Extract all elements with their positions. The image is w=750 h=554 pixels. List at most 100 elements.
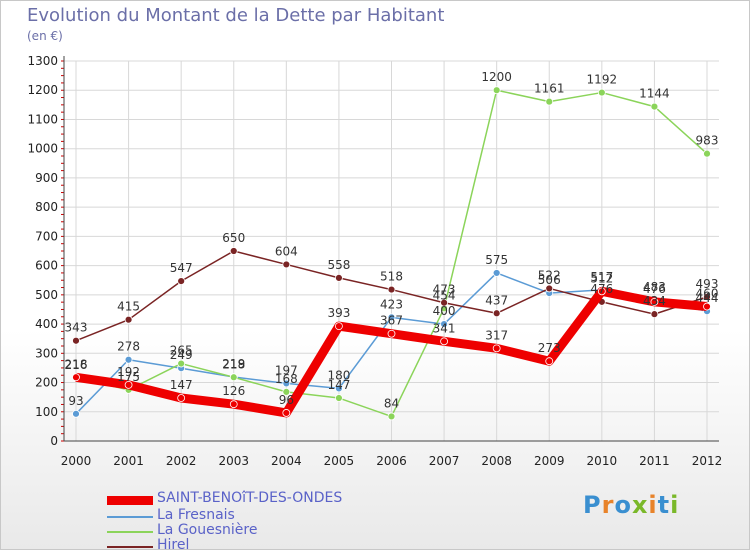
x-tick-label: 2003 — [218, 454, 249, 468]
logo-letter: t — [657, 491, 671, 519]
data-point — [387, 412, 396, 421]
data-label: 512 — [590, 271, 613, 285]
legend-label: Hirel — [157, 537, 190, 553]
data-label: 168 — [275, 372, 298, 386]
x-tick-label: 2011 — [639, 454, 670, 468]
x-tick-label: 2012 — [692, 454, 723, 468]
data-label: 434 — [643, 294, 666, 308]
x-tick-label: 2006 — [376, 454, 407, 468]
y-tick-label: 100 — [35, 405, 58, 419]
data-point — [545, 284, 554, 293]
data-label: 454 — [433, 288, 456, 302]
data-label: 1161 — [534, 82, 565, 96]
data-label: 483 — [643, 280, 666, 294]
x-tick-label: 2001 — [113, 454, 144, 468]
data-label: 473 — [433, 283, 456, 297]
data-point — [440, 337, 448, 346]
data-label: 219 — [222, 357, 245, 371]
data-point — [335, 322, 343, 331]
data-point — [124, 315, 133, 324]
data-label: 218 — [65, 357, 88, 371]
data-point — [282, 379, 291, 388]
data-point — [703, 292, 711, 301]
data-point — [387, 313, 396, 322]
data-label: 493 — [696, 277, 719, 291]
legend-swatch — [107, 516, 153, 518]
x-tick-label: 2010 — [587, 454, 618, 468]
data-label: 415 — [117, 300, 140, 314]
data-label: 393 — [327, 306, 350, 320]
data-point — [282, 387, 291, 396]
data-point — [229, 373, 238, 382]
data-point — [650, 297, 659, 306]
data-point — [282, 409, 291, 417]
data-point — [177, 277, 186, 286]
x-tick-label: 2008 — [481, 454, 512, 468]
data-label: 126 — [222, 384, 245, 398]
x-tick-label: 2000 — [61, 454, 92, 468]
data-label: 197 — [275, 363, 298, 377]
logo-letter: r — [601, 491, 615, 519]
y-tick-label: 600 — [35, 259, 58, 273]
data-point — [335, 394, 343, 402]
data-label: 1200 — [481, 70, 512, 84]
data-point — [387, 285, 396, 294]
data-label: 84 — [384, 396, 399, 410]
data-point — [229, 400, 238, 409]
logo-letter: P — [583, 491, 602, 519]
y-tick-label: 400 — [35, 317, 58, 331]
data-point — [650, 310, 659, 319]
x-tick-label: 2007 — [429, 454, 460, 468]
logo-letter: i — [648, 491, 658, 519]
x-tick-label: 2002 — [166, 454, 197, 468]
y-tick-label: 1000 — [27, 142, 58, 156]
y-tick-label: 1100 — [27, 112, 58, 126]
data-label: 341 — [433, 321, 456, 335]
data-label: 558 — [327, 258, 350, 272]
data-point — [72, 336, 80, 345]
data-point — [492, 269, 501, 277]
data-point — [597, 88, 606, 97]
data-label: 517 — [590, 270, 613, 284]
data-label: 367 — [380, 314, 403, 328]
data-label: 547 — [170, 261, 193, 275]
data-label: 604 — [275, 244, 298, 258]
y-tick-label: 1200 — [27, 83, 58, 97]
y-tick-label: 200 — [35, 376, 58, 390]
legend-label: La Gouesnière — [157, 522, 258, 538]
chart-unit-label: (en €) — [27, 29, 63, 43]
data-label: 522 — [538, 268, 561, 282]
data-point — [492, 344, 501, 353]
data-label: 400 — [433, 304, 456, 318]
data-point — [545, 357, 554, 366]
data-label: 216 — [65, 358, 88, 372]
data-label: 518 — [380, 270, 403, 284]
data-point — [650, 102, 659, 111]
data-label: 476 — [590, 282, 613, 296]
data-label: 93 — [68, 394, 83, 408]
data-point — [492, 309, 501, 318]
data-label: 423 — [380, 297, 403, 311]
proxiti-logo: Proxiti — [583, 491, 679, 519]
logo-letter: o — [614, 491, 632, 519]
data-label: 96 — [279, 393, 294, 407]
data-point — [229, 247, 238, 255]
data-label: 343 — [65, 321, 88, 335]
y-tick-label: 900 — [35, 171, 58, 185]
data-label: 175 — [117, 370, 140, 384]
data-label: 437 — [485, 293, 508, 307]
legend-label: SAINT-BENOîT-DES-ONDES — [157, 490, 343, 506]
y-tick-label: 700 — [35, 229, 58, 243]
data-point — [72, 409, 80, 418]
legend-swatch — [107, 531, 153, 533]
data-point — [124, 355, 133, 364]
data-point — [440, 298, 448, 307]
y-tick-label: 500 — [35, 288, 58, 302]
y-tick-label: 1300 — [27, 54, 58, 68]
data-label: 218 — [222, 357, 245, 371]
data-point — [703, 149, 711, 158]
data-point — [177, 394, 186, 402]
data-label: 273 — [538, 341, 561, 355]
data-label: 180 — [327, 368, 350, 382]
